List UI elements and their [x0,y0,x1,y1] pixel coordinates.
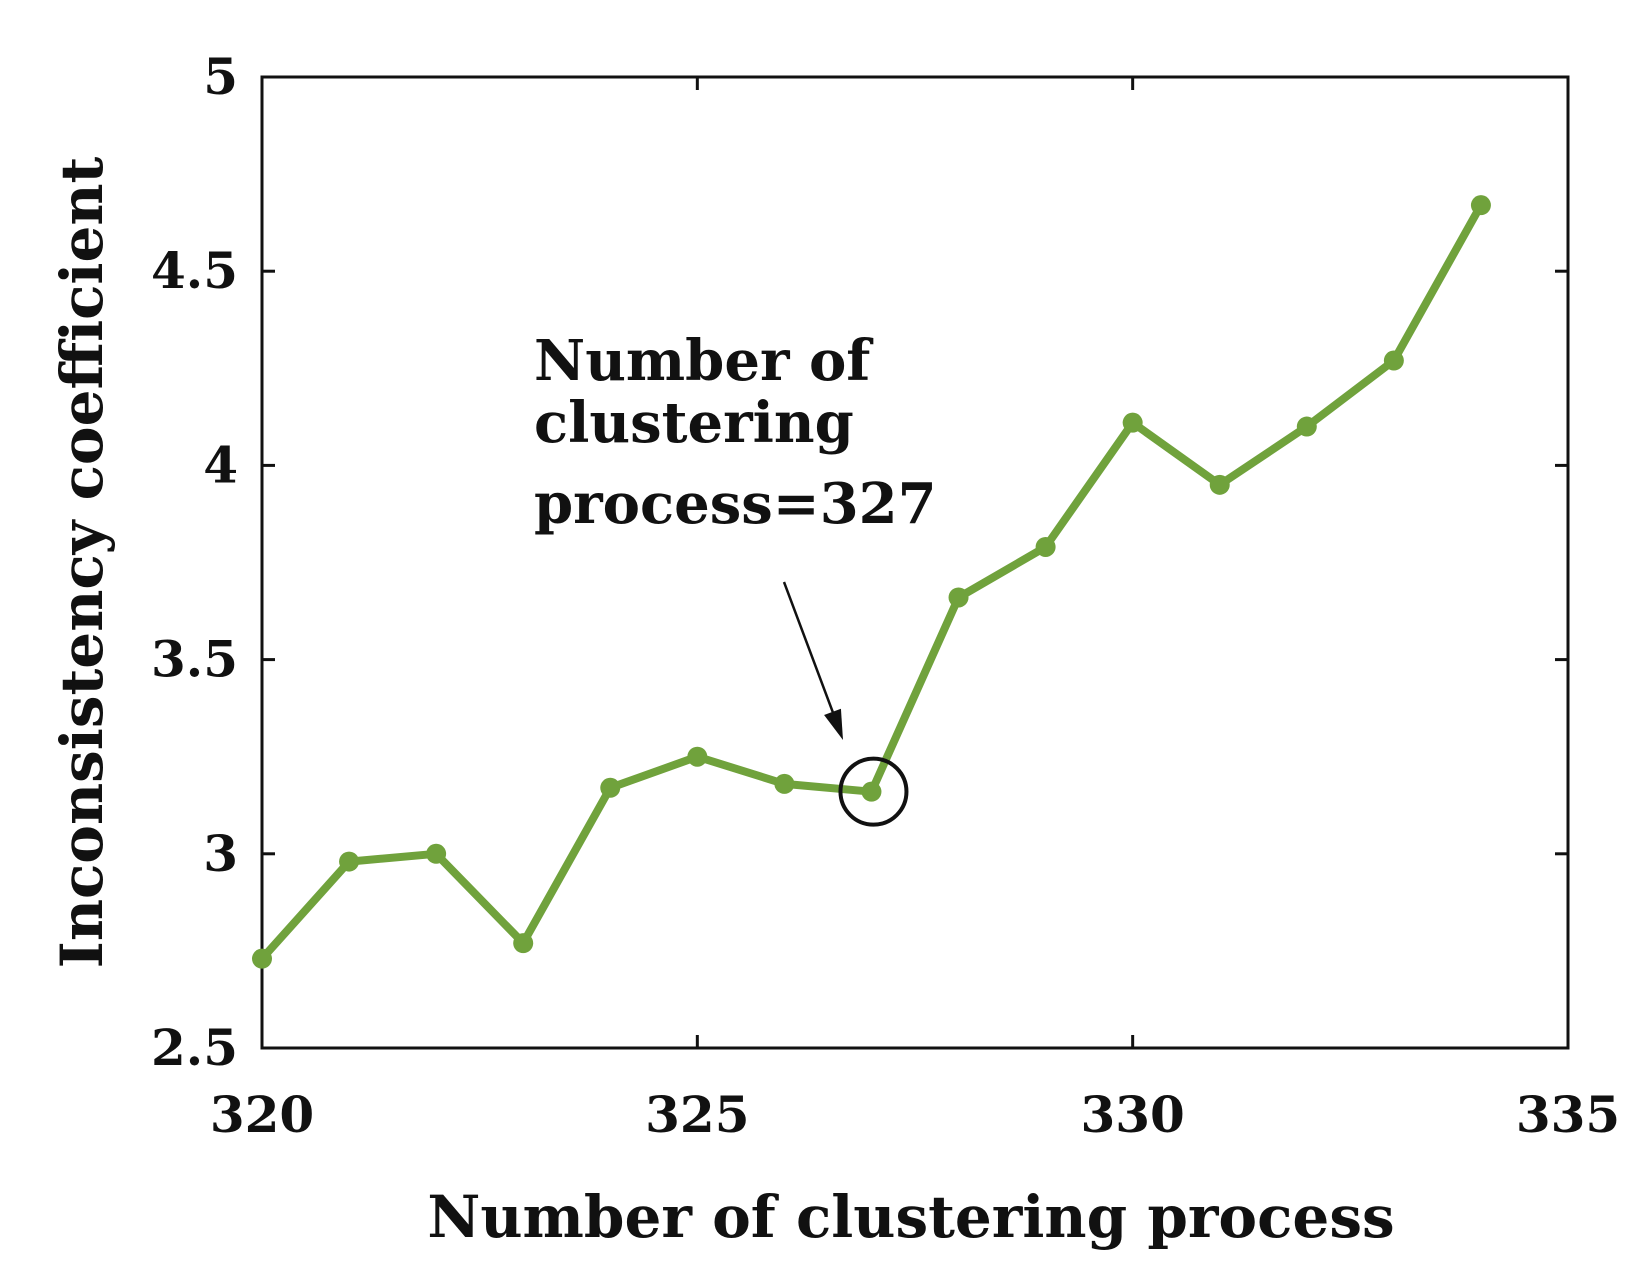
plot-frame-group [260,75,1570,1050]
x-tick-label: 335 [1516,1085,1620,1144]
x-axis-title: Number of clustering process [427,1183,1394,1251]
data-point [1383,350,1404,371]
data-point [948,587,969,608]
data-point [1035,536,1056,557]
data-point [1470,195,1491,216]
series-group [252,195,1491,969]
plot-frame [260,75,1570,1050]
data-point [339,851,360,872]
annotation-text-line: Number of [534,328,874,394]
data-point [687,746,708,767]
y-tick-label: 3.5 [151,630,238,689]
y-tick-label: 4 [203,435,238,494]
x-tick-label: 320 [210,1085,314,1144]
annotation-arrow-head [824,708,843,740]
annotation-text-line: clustering [534,390,854,456]
y-tick-label: 5 [203,47,238,106]
data-point [252,948,272,969]
data-point [600,777,621,798]
data-point [1209,474,1230,495]
data-point [513,933,534,954]
y-axis-ticks: 2.5 3 3.5 4 4.5 5 [151,47,1568,1077]
y-axis-title: Inconsistency coefficient [48,156,116,968]
y-tick-label: 4.5 [151,241,238,300]
x-tick-label: 330 [1080,1085,1184,1144]
data-point [426,843,447,864]
annotation-text-line: process=327 [534,471,937,537]
series-line [258,201,1485,963]
x-tick-label: 325 [645,1085,749,1144]
data-point [861,781,882,802]
x-axis-ticks: 320 325 330 335 [210,77,1620,1144]
data-point [1122,412,1143,433]
highlight-circle [838,756,909,827]
data-point [774,773,795,794]
annotation-arrow-shaft [782,581,840,727]
y-tick-label: 2.5 [151,1018,238,1077]
data-point [1296,416,1317,437]
y-tick-label: 3 [203,824,238,883]
